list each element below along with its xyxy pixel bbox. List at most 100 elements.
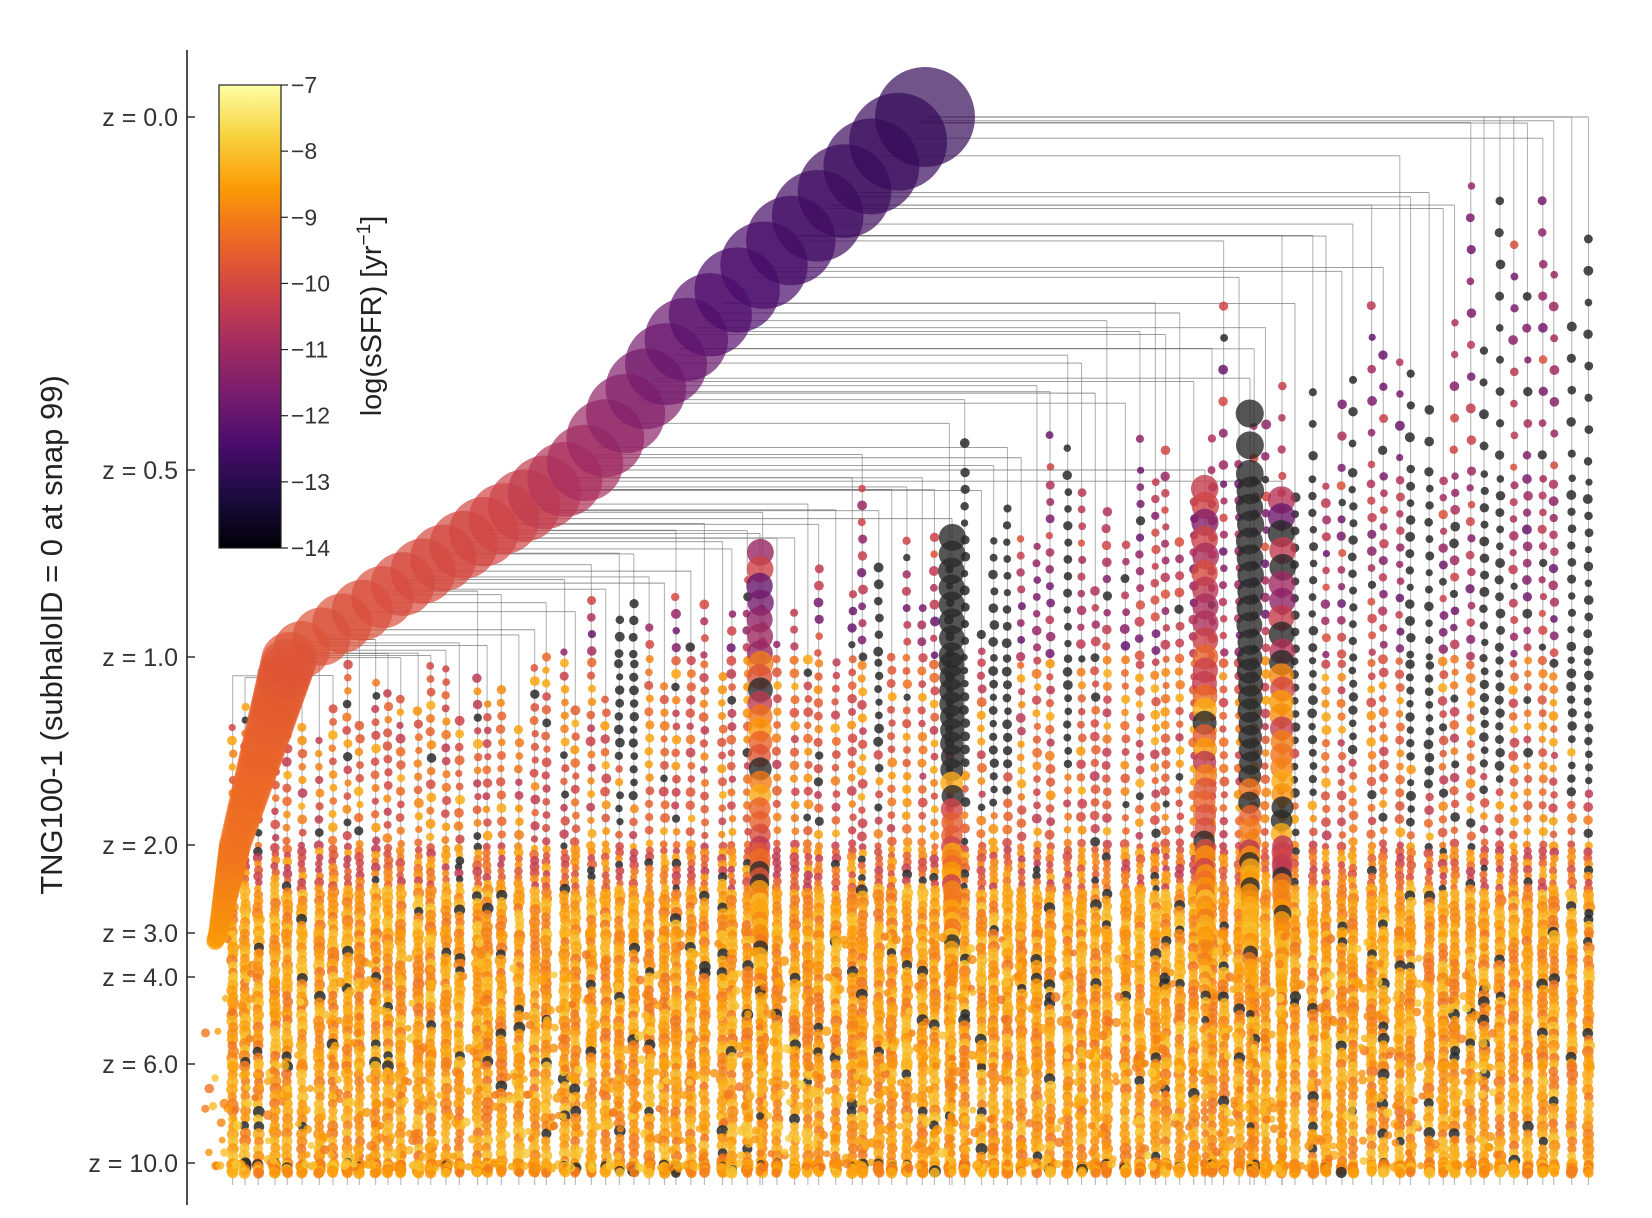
- tree-node: [586, 1069, 598, 1081]
- tree-node: [498, 854, 506, 863]
- tree-node: [1102, 708, 1112, 718]
- tree-node: [341, 1127, 352, 1138]
- tree-node: [789, 774, 799, 783]
- tree-node: [1044, 750, 1055, 761]
- tree-node: [371, 850, 381, 860]
- tree-node: [918, 825, 927, 833]
- tree-node: [1017, 805, 1027, 815]
- tree-node: [271, 833, 280, 842]
- tree-node: [343, 855, 352, 864]
- tree-node: [1101, 540, 1112, 551]
- tree-node: [630, 778, 638, 787]
- tree-node: [803, 825, 813, 836]
- tree-node: [1122, 800, 1130, 809]
- tree-node: [513, 725, 523, 735]
- tree-node: [541, 771, 550, 780]
- tree-node: [718, 751, 727, 760]
- tree-node: [453, 821, 464, 831]
- tree-node: [1151, 789, 1161, 799]
- tree-node: [353, 786, 364, 797]
- tree-node: [718, 804, 727, 812]
- tree-node: [282, 796, 292, 807]
- tree-node: [529, 716, 539, 726]
- tree-node: [699, 699, 709, 709]
- tree-node: [629, 830, 638, 840]
- tree-node: [425, 818, 436, 829]
- tree-node: [1001, 666, 1012, 677]
- tree-node: [701, 818, 710, 827]
- tree-node: [1064, 812, 1073, 821]
- tree-node: [383, 701, 394, 712]
- tree-node: [343, 818, 352, 827]
- tree-node: [847, 693, 857, 704]
- tree-node: [614, 751, 624, 761]
- tree-node: [858, 619, 867, 628]
- tree-node: [297, 846, 307, 857]
- tree-node: [1045, 431, 1054, 440]
- tree-node: [600, 1135, 612, 1147]
- tree-node: [1045, 658, 1055, 669]
- tree-node: [1135, 600, 1146, 610]
- tree-node: [283, 770, 292, 780]
- tree-node: [645, 877, 654, 885]
- tree-node: [426, 661, 435, 670]
- tree-node: [1101, 524, 1111, 534]
- tree-node: [1160, 471, 1170, 482]
- tree-node: [848, 826, 857, 835]
- tree-node: [383, 781, 393, 790]
- tree-node: [602, 708, 611, 718]
- tree-node: [831, 815, 841, 825]
- tree-node: [902, 604, 911, 613]
- tree-node: [699, 739, 709, 748]
- tree-node: [1151, 828, 1161, 838]
- tree-node: [426, 848, 436, 859]
- tree-node: [727, 695, 737, 705]
- tree-node: [990, 653, 998, 662]
- tree-node: [629, 765, 638, 774]
- tree-node: [471, 1112, 484, 1124]
- tree-node: [858, 687, 868, 697]
- tree-node: [1045, 790, 1056, 801]
- tree-node: [395, 733, 406, 744]
- tree-node: [831, 802, 841, 812]
- tree-node: [1077, 720, 1085, 729]
- tree-node: [1062, 470, 1072, 480]
- tree-node: [587, 816, 595, 824]
- tree-node: [1135, 533, 1145, 542]
- tree-node: [1162, 655, 1170, 663]
- tree-node: [1017, 602, 1026, 611]
- tree-node: [297, 814, 308, 825]
- tree-node: [874, 816, 883, 825]
- tree-node: [1150, 762, 1160, 772]
- tree-node: [587, 595, 597, 605]
- tree-node: [1016, 661, 1025, 669]
- tree-node: [643, 1076, 654, 1088]
- tree-node: [857, 500, 868, 511]
- tree-node: [660, 708, 669, 717]
- tree-node: [930, 805, 939, 814]
- tree-node: [1090, 784, 1101, 795]
- tree-node: [495, 724, 506, 734]
- tree-node: [1151, 562, 1159, 570]
- tree-node: [314, 815, 324, 824]
- tree-node: [930, 752, 939, 761]
- tree-node: [989, 553, 998, 562]
- tree-node: [1160, 539, 1170, 548]
- tree-node: [1160, 572, 1170, 583]
- tree-node: [659, 877, 668, 886]
- tree-node: [441, 863, 450, 872]
- tree-node: [1160, 707, 1170, 717]
- tree-node: [1063, 733, 1072, 742]
- tree-node: [453, 1098, 465, 1110]
- tree-node: [918, 692, 927, 702]
- tree-node: [252, 852, 263, 863]
- tree-node: [1016, 674, 1026, 683]
- tree-node: [497, 738, 506, 747]
- tree-node: [1150, 802, 1161, 812]
- tree-node: [701, 831, 709, 840]
- tree-node: [773, 681, 782, 690]
- tree-node: [1063, 571, 1073, 581]
- tree-node: [297, 1077, 307, 1087]
- tree-node: [414, 838, 423, 847]
- tree-node: [918, 745, 928, 755]
